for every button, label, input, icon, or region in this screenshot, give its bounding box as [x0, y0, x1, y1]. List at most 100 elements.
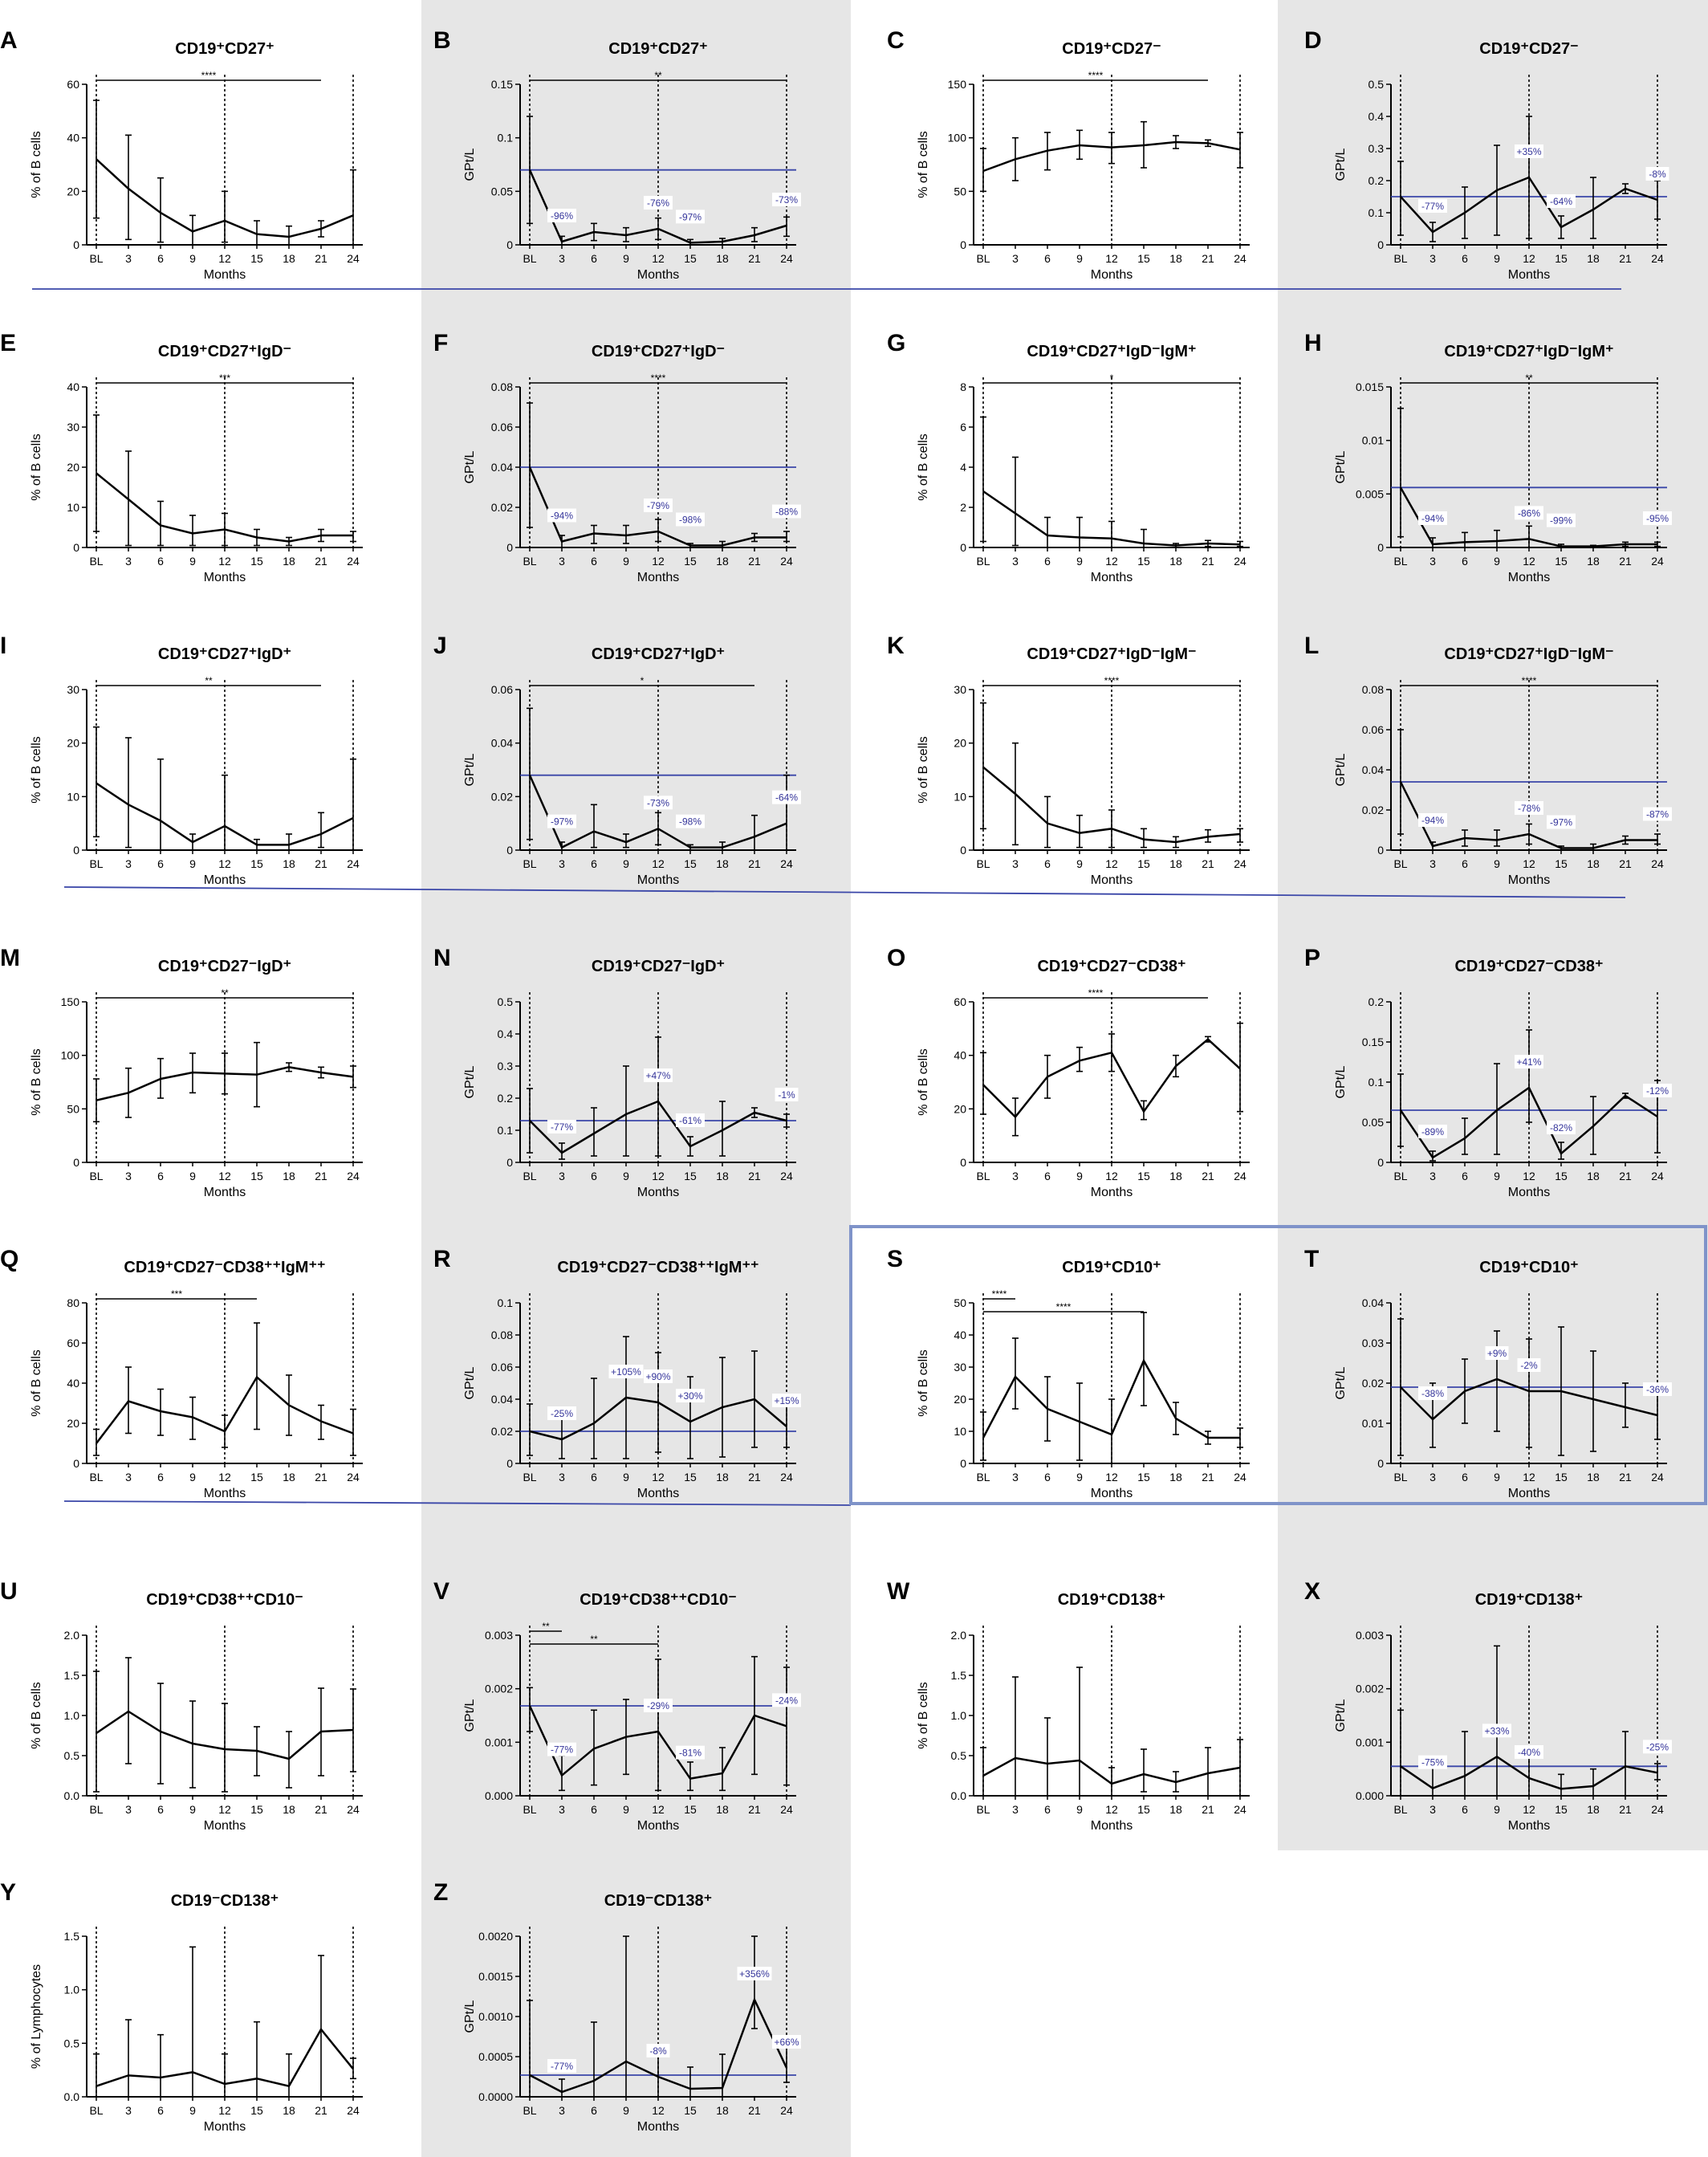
- x-tick-label: BL: [1393, 252, 1407, 265]
- percent-change-badge-bg: [1547, 1121, 1576, 1134]
- percent-change-badge: -77%: [547, 2059, 576, 2073]
- panel-Y: Y CD19⁻CD138⁺ 0.0 0.5 1.0 1.5 BL 3 6 9 12 15 18 21 24 M…: [0, 1879, 363, 2134]
- x-tick-label: 15: [1137, 1803, 1150, 1816]
- panel-title: CD19⁺CD27⁻CD38⁺⁺IgM⁺⁺: [557, 1259, 758, 1276]
- x-tick-label: 6: [1044, 1471, 1051, 1483]
- percent-change-badge: -98%: [676, 814, 705, 828]
- mean-line-series: [982, 1756, 1241, 1785]
- x-tick-label: 9: [1076, 857, 1083, 870]
- y-tick-label: 40: [67, 132, 79, 144]
- percent-change-badge-bg: [1515, 144, 1543, 158]
- x-tick-label: 12: [218, 555, 231, 568]
- y-tick-label: 60: [67, 1337, 79, 1349]
- panel-title: CD19⁺CD27⁻IgD⁺: [158, 958, 291, 975]
- x-tick-label: 18: [1169, 555, 1182, 568]
- x-tick-label: 3: [1429, 555, 1436, 568]
- x-tick-label: 18: [716, 2104, 729, 2117]
- x-axis-label: Months: [1091, 1819, 1133, 1833]
- y-axis-label: GPt/L: [463, 1065, 477, 1098]
- x-tick-label: 18: [283, 1471, 295, 1483]
- panel-title: CD19⁺CD27⁺IgD⁻IgM⁺: [1444, 343, 1613, 360]
- percent-change-label: +33%: [1484, 1725, 1509, 1736]
- percent-change-badge: -29%: [644, 1699, 673, 1712]
- mean-line-series: [1400, 176, 1658, 234]
- y-axis-label: GPt/L: [463, 450, 477, 483]
- x-tick-label: 6: [1044, 252, 1051, 265]
- x-tick-label: 18: [1587, 555, 1600, 568]
- y-tick-label: 0.08: [1362, 683, 1384, 696]
- x-tick-label: 24: [780, 857, 793, 870]
- x-tick-label: 9: [623, 1803, 629, 1816]
- y-tick-label: 30: [67, 421, 79, 433]
- percent-change-label: -64%: [1550, 196, 1572, 207]
- panel-R: R CD19⁺CD27⁻CD38⁺⁺IgM⁺⁺ 0 0.02 0.04 0.06 0.08 0…: [433, 1246, 801, 1500]
- mean-line-series: [528, 169, 787, 244]
- y-tick-label: 40: [954, 1049, 966, 1062]
- panel-letter: H: [1304, 330, 1322, 356]
- percent-change-badge: -99%: [1547, 513, 1576, 527]
- percent-change-badge: -1%: [775, 1088, 799, 1101]
- percent-change-badge-bg: [1547, 815, 1576, 829]
- x-tick-label: BL: [89, 1803, 103, 1816]
- y-tick-label: 0.5: [1368, 78, 1385, 91]
- panel-letter: N: [433, 945, 451, 971]
- significance-stars: ****: [1104, 675, 1120, 686]
- percent-change-badge: -77%: [547, 1120, 576, 1133]
- panel-letter: D: [1304, 27, 1322, 54]
- x-tick-label: 15: [1137, 252, 1150, 265]
- y-tick-label: 0.1: [1368, 1076, 1385, 1089]
- x-axis-label: Months: [204, 1186, 246, 1199]
- mean-line-series: [1399, 1086, 1658, 1159]
- x-tick-label: 24: [780, 2104, 793, 2117]
- x-tick-label: 15: [250, 555, 263, 568]
- percent-change-badge: -79%: [644, 499, 673, 512]
- significance-stars: ****: [651, 372, 666, 384]
- mean-line-series: [528, 1705, 787, 1781]
- panel-title: CD19⁺CD27⁺IgD⁺: [592, 645, 725, 663]
- panel-J: J CD19⁺CD27⁺IgD⁺ 0 0.02 0.04 0.06 BL 3 6 9 12 15 18 2…: [433, 633, 801, 887]
- x-tick-label: 15: [250, 252, 263, 265]
- x-axis-label: Months: [1508, 268, 1550, 282]
- y-tick-label: 0.0: [64, 1789, 80, 1802]
- y-tick-label: 0.04: [1362, 1296, 1384, 1309]
- percent-change-badge: -12%: [1643, 1084, 1672, 1097]
- percent-change-badge: -97%: [1547, 815, 1576, 829]
- x-tick-label: 21: [748, 1803, 761, 1816]
- percent-change-label: -89%: [1421, 1126, 1444, 1138]
- x-tick-label: 18: [1169, 252, 1182, 265]
- x-tick-label: 15: [1555, 1471, 1568, 1483]
- y-tick-label: 0.001: [1356, 1736, 1384, 1748]
- y-tick-label: 0: [1377, 1457, 1384, 1470]
- percent-change-badge-bg: [644, 1699, 673, 1712]
- x-tick-label: 12: [1523, 555, 1535, 568]
- percent-change-badge-bg: [1482, 1724, 1511, 1738]
- x-tick-label: 18: [1169, 1471, 1182, 1483]
- percent-change-badge-bg: [547, 209, 576, 222]
- x-tick-label: 24: [780, 252, 793, 265]
- y-tick-label: 0.003: [485, 1629, 513, 1642]
- x-tick-label: 24: [1651, 1803, 1664, 1816]
- panel-title: CD19⁺CD10⁺: [1062, 1259, 1161, 1276]
- percent-change-badge-bg: [644, 499, 673, 512]
- x-tick-label: 9: [1494, 1803, 1500, 1816]
- x-axis-label: Months: [204, 873, 246, 887]
- y-axis-label: GPt/L: [1334, 148, 1348, 181]
- x-tick-label: 6: [157, 857, 164, 870]
- x-tick-label: 24: [347, 252, 360, 265]
- x-tick-label: 3: [559, 2104, 565, 2117]
- y-tick-label: 0.005: [1356, 487, 1384, 500]
- percent-change-badge-bg: [547, 1120, 576, 1133]
- percent-change-badge-bg: [547, 814, 576, 828]
- mean-line-series: [1400, 1755, 1658, 1790]
- y-tick-label: 0.1: [498, 1124, 514, 1137]
- x-tick-label: 12: [652, 555, 665, 568]
- y-tick-label: 8: [960, 381, 966, 393]
- y-axis-label: % of B cells: [30, 131, 43, 198]
- x-axis-label: Months: [637, 268, 679, 282]
- panel-shading-2: [1278, 0, 1708, 1850]
- x-axis-label: Months: [1508, 1819, 1550, 1833]
- percent-change-label: -25%: [1646, 1741, 1669, 1752]
- percent-change-badge: +66%: [772, 2035, 801, 2049]
- x-tick-label: 6: [591, 2104, 597, 2117]
- x-tick-label: 9: [1494, 857, 1500, 870]
